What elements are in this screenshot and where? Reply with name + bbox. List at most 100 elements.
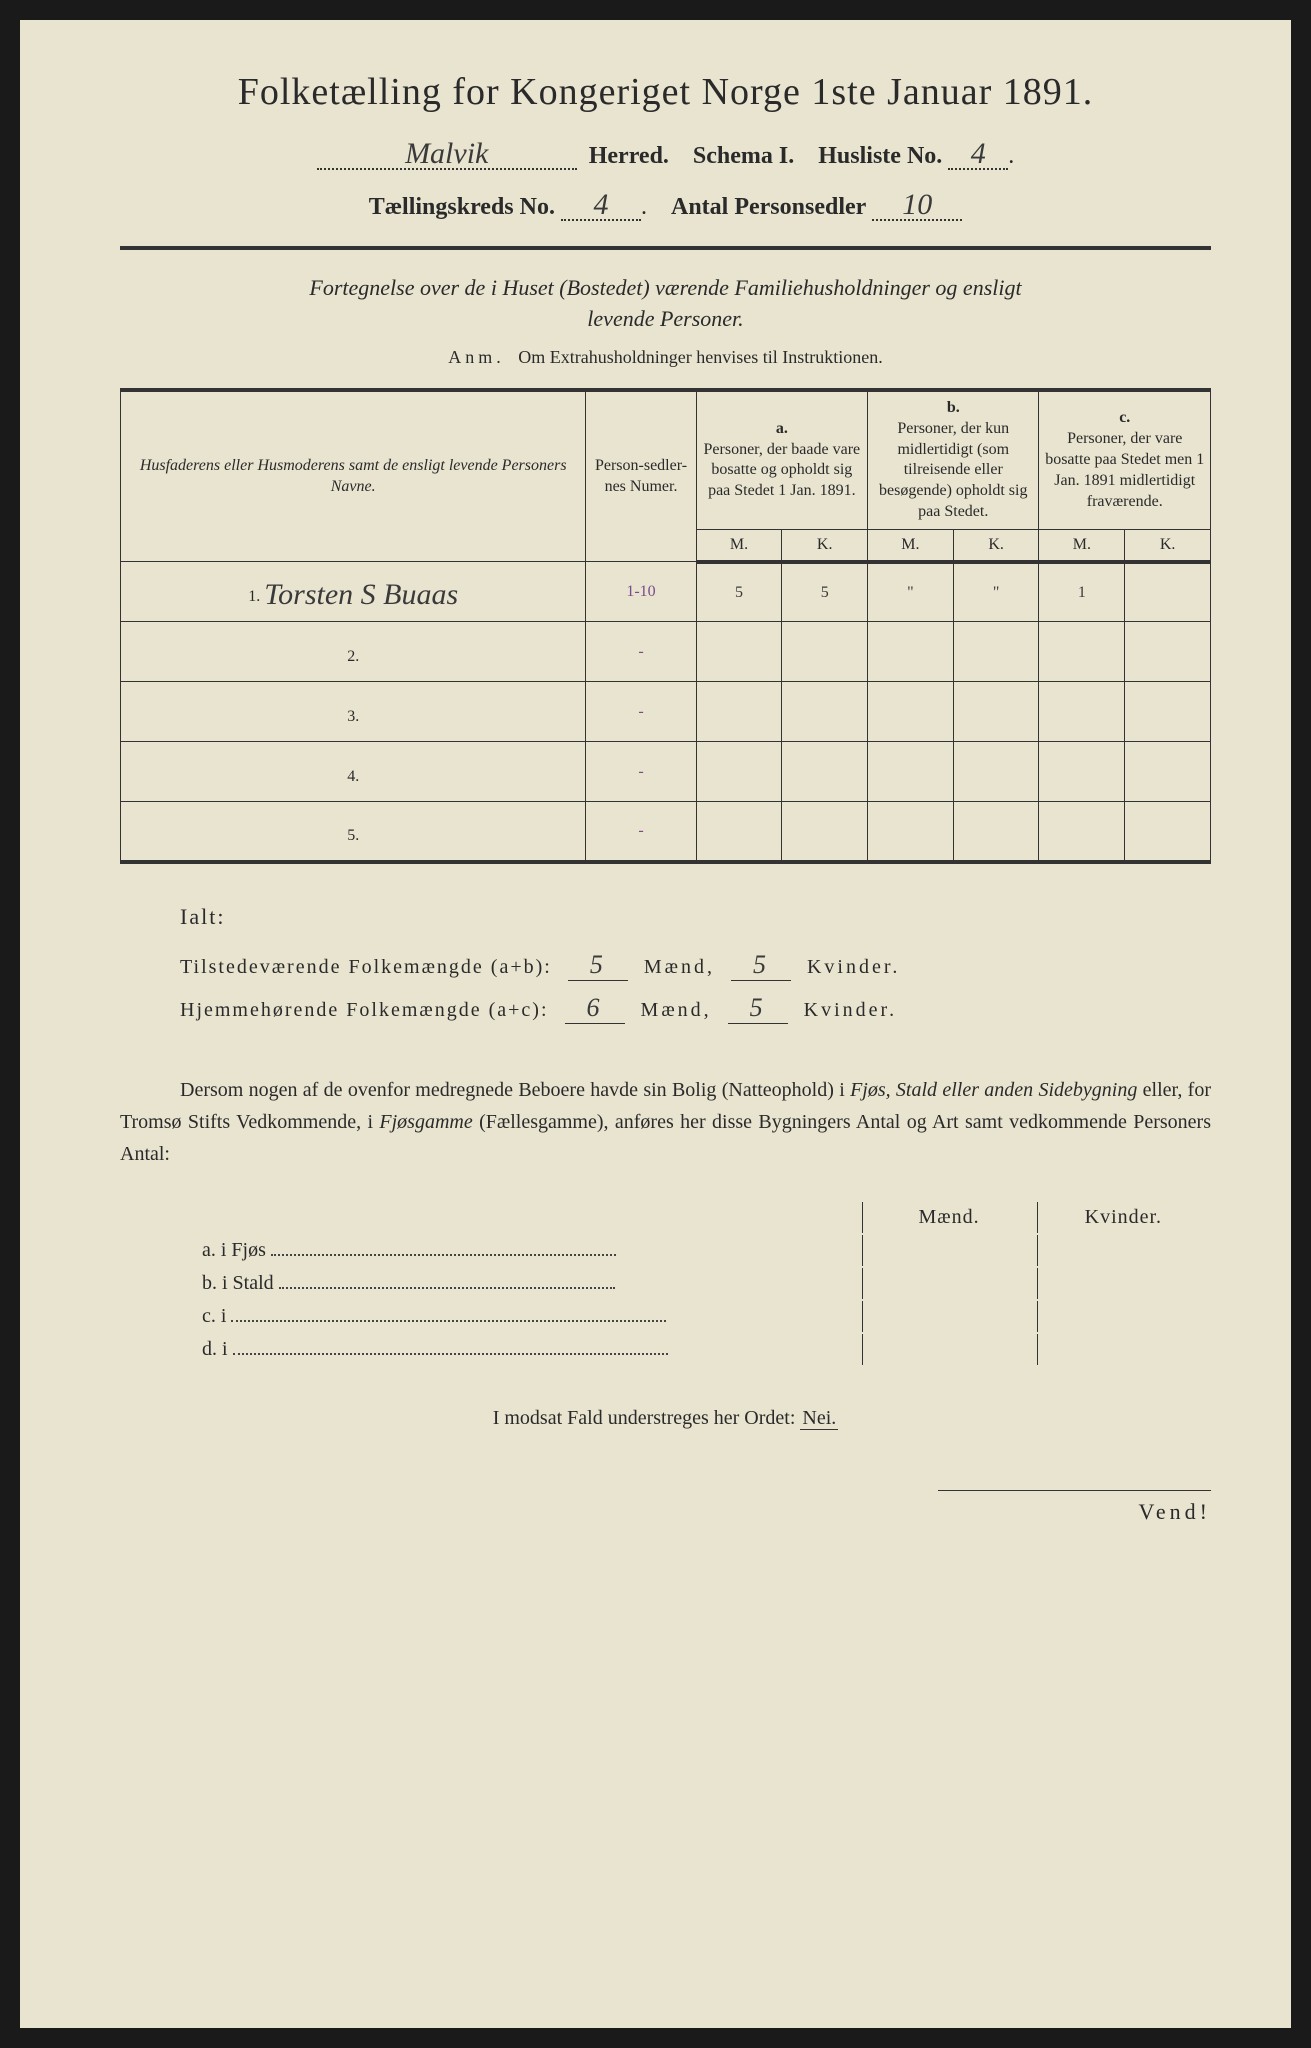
anm-text: Om Extrahusholdninger henvises til Instr… xyxy=(518,347,882,367)
c-m-cell: 1 xyxy=(1039,562,1125,622)
row-name-cell: 3. xyxy=(121,682,586,742)
sub-row-label: a. i Fjøs xyxy=(122,1235,860,1266)
tilstede-k-field: 5 xyxy=(731,950,791,981)
b-m-cell xyxy=(868,622,954,682)
subtitle-line1: Fortegnelse over de i Huset (Bostedet) v… xyxy=(120,275,1211,301)
sub-maend-header: Mænd. xyxy=(862,1202,1034,1233)
numer-cell: - xyxy=(586,742,696,802)
kreds-value: 4 xyxy=(593,188,608,221)
col-c-m: M. xyxy=(1039,529,1125,562)
kreds-field: 4 xyxy=(561,185,641,221)
c-m-cell xyxy=(1039,802,1125,862)
person-name: Torsten S Buaas xyxy=(264,578,458,611)
b-m-cell: " xyxy=(868,562,954,622)
col-c-k: K. xyxy=(1125,529,1211,562)
tilstede-label: Tilstedeværende Folkemængde (a+b): xyxy=(180,956,552,978)
sub-m-cell xyxy=(862,1268,1034,1299)
sub-m-cell xyxy=(862,1334,1034,1365)
kreds-label: Tællingskreds No. xyxy=(369,194,555,220)
b-m-cell xyxy=(868,682,954,742)
numer-cell: - xyxy=(586,682,696,742)
table-row: 1. Torsten S Buaas1-1055""1 xyxy=(121,562,1211,622)
a-k-cell: 5 xyxy=(782,562,868,622)
a-k-cell xyxy=(782,742,868,802)
b-k-cell xyxy=(953,682,1039,742)
col-b-k: K. xyxy=(953,529,1039,562)
hjemme-m-field: 6 xyxy=(565,993,625,1024)
maend-label-1: Mænd, xyxy=(644,956,715,978)
page-title: Folketælling for Kongeriget Norge 1ste J… xyxy=(120,70,1211,114)
header-line-2: Malvik Herred. Schema I. Husliste No. 4 … xyxy=(120,134,1211,170)
sub-k-cell xyxy=(1037,1334,1209,1365)
c-m-cell xyxy=(1039,742,1125,802)
numer-cell: 1-10 xyxy=(586,562,696,622)
a-m-cell xyxy=(696,742,782,802)
sub-row-label: b. i Stald xyxy=(122,1268,860,1299)
c-k-cell xyxy=(1125,802,1211,862)
anm-label: Anm. xyxy=(448,347,505,367)
row-name-cell: 2. xyxy=(121,622,586,682)
instruction-paragraph: Dersom nogen af de ovenfor medregnede Be… xyxy=(120,1074,1211,1170)
c-m-cell xyxy=(1039,682,1125,742)
b-m-cell xyxy=(868,802,954,862)
sub-table-row: d. i xyxy=(122,1334,1209,1365)
col-c-section: c. Personer, der vare bosatte paa Stedet… xyxy=(1039,390,1211,529)
a-k-cell xyxy=(782,682,868,742)
table-row: 3. - xyxy=(121,682,1211,742)
kvinder-label-2: Kvinder. xyxy=(804,999,897,1021)
husliste-label: Husliste No. xyxy=(818,143,942,169)
nei-word: Nei. xyxy=(800,1407,838,1430)
vend-label: Vend! xyxy=(938,1490,1211,1525)
sub-table: Mænd. Kvinder. a. i Fjøs b. i Stald c. i… xyxy=(120,1200,1211,1367)
table-row: 4. - xyxy=(121,742,1211,802)
table-row: 2. - xyxy=(121,622,1211,682)
antal-field: 10 xyxy=(872,185,962,221)
col-numer-header: Person-sedler-nes Numer. xyxy=(586,390,696,562)
sub-m-cell xyxy=(862,1301,1034,1332)
sub-k-cell xyxy=(1037,1268,1209,1299)
nei-line: I modsat Fald understreges her Ordet: Ne… xyxy=(120,1407,1211,1430)
sub-row-label: c. i xyxy=(122,1301,860,1332)
b-k-cell: " xyxy=(953,562,1039,622)
sub-table-row: b. i Stald xyxy=(122,1268,1209,1299)
sub-kvinder-header: Kvinder. xyxy=(1037,1202,1209,1233)
sub-table-row: c. i xyxy=(122,1301,1209,1332)
a-m-cell xyxy=(696,682,782,742)
a-k-cell xyxy=(782,622,868,682)
c-k-cell xyxy=(1125,562,1211,622)
antal-label: Antal Personsedler xyxy=(671,194,866,220)
sub-k-cell xyxy=(1037,1301,1209,1332)
c-k-cell xyxy=(1125,682,1211,742)
sub-k-cell xyxy=(1037,1235,1209,1266)
kvinder-label-1: Kvinder. xyxy=(807,956,900,978)
b-k-cell xyxy=(953,622,1039,682)
b-m-cell xyxy=(868,742,954,802)
hjemme-label: Hjemmehørende Folkemængde (a+c): xyxy=(180,999,549,1021)
row-name-cell: 5. xyxy=(121,802,586,862)
c-m-cell xyxy=(1039,622,1125,682)
census-form-page: Folketælling for Kongeriget Norge 1ste J… xyxy=(20,20,1291,2028)
hjemme-line: Hjemmehørende Folkemængde (a+c): 6 Mænd,… xyxy=(180,993,1211,1024)
a-m-cell xyxy=(696,622,782,682)
schema-label: Schema I. xyxy=(693,143,794,169)
col-names-header: Husfaderens eller Husmoderens samt de en… xyxy=(121,390,586,562)
hjemme-k-field: 5 xyxy=(728,993,788,1024)
col-a-k: K. xyxy=(782,529,868,562)
row-name-cell: 1. Torsten S Buaas xyxy=(121,562,586,622)
maend-label-2: Mænd, xyxy=(641,999,712,1021)
divider-rule xyxy=(120,246,1211,250)
ialt-label: Ialt: xyxy=(180,904,1211,930)
col-a-m: M. xyxy=(696,529,782,562)
main-census-table: Husfaderens eller Husmoderens samt de en… xyxy=(120,388,1211,864)
table-row: 5. - xyxy=(121,802,1211,862)
subtitle-line2: levende Personer. xyxy=(120,306,1211,332)
antal-value: 10 xyxy=(902,188,932,221)
husliste-value: 4 xyxy=(971,137,986,170)
c-k-cell xyxy=(1125,622,1211,682)
husliste-field: 4 xyxy=(948,134,1008,170)
tilstede-line: Tilstedeværende Folkemængde (a+b): 5 Mæn… xyxy=(180,950,1211,981)
row-name-cell: 4. xyxy=(121,742,586,802)
c-k-cell xyxy=(1125,742,1211,802)
herred-field: Malvik xyxy=(317,134,577,170)
sub-table-row: a. i Fjøs xyxy=(122,1235,1209,1266)
